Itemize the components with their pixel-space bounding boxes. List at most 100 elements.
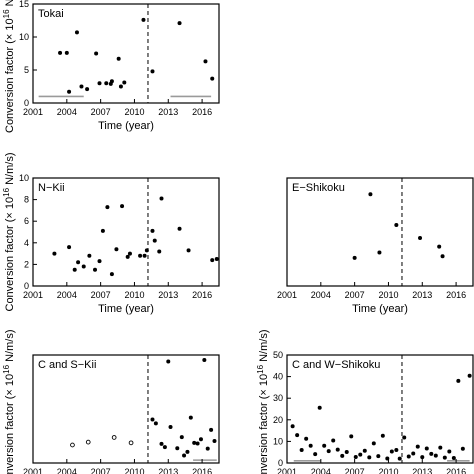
data-point <box>128 440 134 446</box>
data-point <box>344 449 349 454</box>
data-point <box>166 359 171 364</box>
data-point <box>210 76 215 81</box>
data-point <box>109 79 114 84</box>
y-axis-title: Conversion factor (× 1016 N/m/s) <box>2 330 17 474</box>
x-tick-label: 2016 <box>446 467 466 474</box>
data-point <box>118 84 123 89</box>
chart-panel-5: 2001 2004 2007 2010 2013 2016 0 10 20 30 40 50 C and… <box>256 330 474 474</box>
data-point <box>295 433 300 438</box>
plot-frame <box>32 177 220 287</box>
x-tick-label: 2004 <box>311 467 331 474</box>
data-point <box>79 84 84 89</box>
data-point <box>362 448 367 453</box>
x-tick-label: 2001 <box>277 290 297 300</box>
x-tick-label: 2004 <box>311 290 331 300</box>
data-point <box>353 454 358 459</box>
data-point <box>76 260 81 265</box>
data-point <box>442 455 447 460</box>
data-point <box>331 438 336 443</box>
x-tick-label: 2004 <box>57 107 77 117</box>
x-tick-label: 2007 <box>91 107 111 117</box>
data-point <box>438 445 443 450</box>
y-tick-label: 5 <box>24 65 29 75</box>
data-point <box>440 254 445 259</box>
x-tick-label: 2001 <box>277 467 297 474</box>
y-axis-title: Conversion factor (× 1016 N/m/s) <box>2 153 17 312</box>
data-point <box>380 433 385 438</box>
data-point <box>304 436 309 441</box>
data-point <box>159 441 164 446</box>
x-tick-label: 2001 <box>23 107 43 117</box>
data-point <box>214 257 219 261</box>
data-point <box>141 17 146 22</box>
data-point <box>182 453 187 458</box>
data-point <box>152 238 157 243</box>
data-point <box>195 441 200 446</box>
x-tick-label: 2010 <box>378 290 398 300</box>
y-tick-label: 4 <box>24 238 29 248</box>
y-tick-label: 50 <box>273 350 283 360</box>
data-point <box>64 50 69 55</box>
data-point <box>150 228 155 233</box>
x-tick-label: 2004 <box>57 467 77 474</box>
x-tick-label: 2013 <box>412 467 432 474</box>
y-tick-label: 20 <box>273 415 283 425</box>
x-tick-label: 2004 <box>57 290 77 300</box>
data-point <box>447 449 452 454</box>
data-point <box>437 244 442 249</box>
data-point <box>125 254 130 259</box>
data-point <box>87 253 92 258</box>
chart-panel-4: 2001 2004 2007 2010 2013 2016 C and S−Kii Conve… <box>2 330 220 474</box>
y-tick-label: 30 <box>273 393 283 403</box>
y-tick-label: 0 <box>24 98 29 108</box>
data-point <box>185 449 190 454</box>
data-point <box>335 447 340 452</box>
data-point <box>317 405 322 410</box>
panel-label: Tokai <box>38 8 64 20</box>
plot-frame <box>286 354 474 464</box>
data-point <box>93 267 97 272</box>
data-point <box>397 456 402 461</box>
data-point <box>352 255 357 260</box>
plot-frame <box>32 3 220 104</box>
data-point <box>205 446 210 451</box>
data-point <box>389 449 394 454</box>
data-point <box>418 235 423 240</box>
data-point <box>322 443 327 448</box>
data-point <box>72 267 77 272</box>
data-point <box>460 446 465 451</box>
plot-frame <box>32 354 220 464</box>
data-point <box>415 444 420 449</box>
x-tick-label: 2013 <box>412 290 432 300</box>
data-point <box>209 427 214 432</box>
x-axis-title: Time (year) <box>98 120 154 132</box>
data-point <box>429 451 434 456</box>
data-point <box>202 358 207 363</box>
data-point <box>104 81 109 86</box>
data-point <box>203 59 208 64</box>
x-tick-label: 2016 <box>192 290 212 300</box>
x-tick-label: 2010 <box>124 107 144 117</box>
y-tick-label: 40 <box>273 372 283 382</box>
x-tick-label: 2007 <box>345 290 365 300</box>
data-point <box>290 424 295 429</box>
data-point <box>144 248 149 253</box>
data-point <box>368 192 373 197</box>
y-axis-title: Conversion factor (× 1016 N/m/s) <box>2 0 17 133</box>
x-tick-label: 2007 <box>91 290 111 300</box>
y-tick-label: 0 <box>278 458 283 468</box>
x-tick-label: 2010 <box>124 290 144 300</box>
panel-label: E−Shikoku <box>292 182 345 194</box>
data-point <box>420 455 425 460</box>
x-tick-label: 2016 <box>192 467 212 474</box>
x-tick-label: 2013 <box>158 467 178 474</box>
data-point <box>97 81 102 86</box>
y-tick-label: 10 <box>19 173 29 183</box>
data-point <box>52 251 57 256</box>
data-point <box>367 455 372 460</box>
x-tick-label: 2010 <box>124 467 144 474</box>
data-point <box>109 272 114 277</box>
data-point <box>74 30 79 35</box>
panel-label: C and S−Kii <box>38 359 96 371</box>
x-axis-title: Time (year) <box>98 303 154 315</box>
